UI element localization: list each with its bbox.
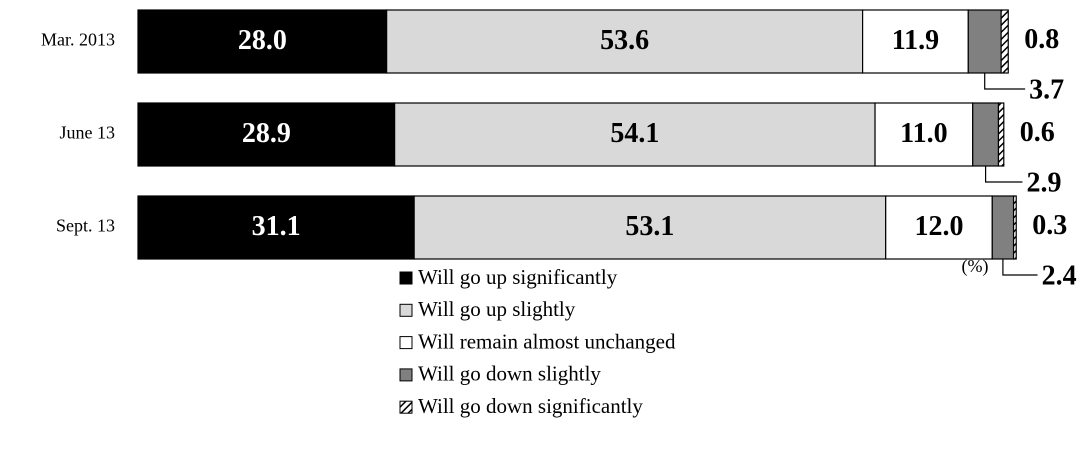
bar-segment [413,195,887,260]
bar-segment [885,195,993,260]
value-label: 53.6 [600,25,649,56]
value-label: 11.9 [892,25,939,56]
bar-segment [386,9,864,74]
legend-swatch [399,271,413,285]
legend-swatch [399,303,413,317]
category-label: June 13 [60,123,116,143]
legend-label: Will go down slightly [418,362,601,386]
bar-segment [967,9,1002,74]
legend-label: Will remain almost unchanged [418,329,676,353]
value-label: 11.0 [900,118,947,149]
value-label: 2.4 [1042,260,1077,291]
legend-label: Will go up slightly [418,297,576,321]
value-label: 12.0 [914,211,963,242]
legend-swatch [399,400,413,414]
leader-line [984,73,1026,90]
category-label: Sept. 13 [56,216,115,236]
bar-segment [874,102,974,167]
bar-segment [997,102,1005,167]
legend-label: Will go down significantly [418,394,643,418]
value-label: 2.9 [1026,167,1061,198]
unit-note: (%) [962,256,989,277]
leader-line [1002,259,1038,276]
bar-segment [991,195,1015,260]
value-label: 53.1 [625,211,674,242]
category-label: Mar. 2013 [41,30,115,50]
value-label: 54.1 [610,118,659,149]
value-label: 0.6 [1020,117,1055,148]
leader-line [984,166,1023,183]
bar-segment [394,102,876,167]
value-label: 28.0 [238,25,287,56]
value-label: 3.7 [1029,74,1064,105]
bar-segment [1000,9,1009,74]
value-label: 0.8 [1024,24,1059,55]
value-label: 31.1 [252,211,301,242]
value-label: 0.3 [1032,210,1067,241]
legend-swatch [399,336,413,350]
bar-segment [972,102,1000,167]
legend-swatch [399,368,413,382]
legend-label: Will go up significantly [418,265,618,289]
bar-segment [137,195,415,260]
value-label: 28.9 [242,118,291,149]
bar-segment [1012,195,1017,260]
